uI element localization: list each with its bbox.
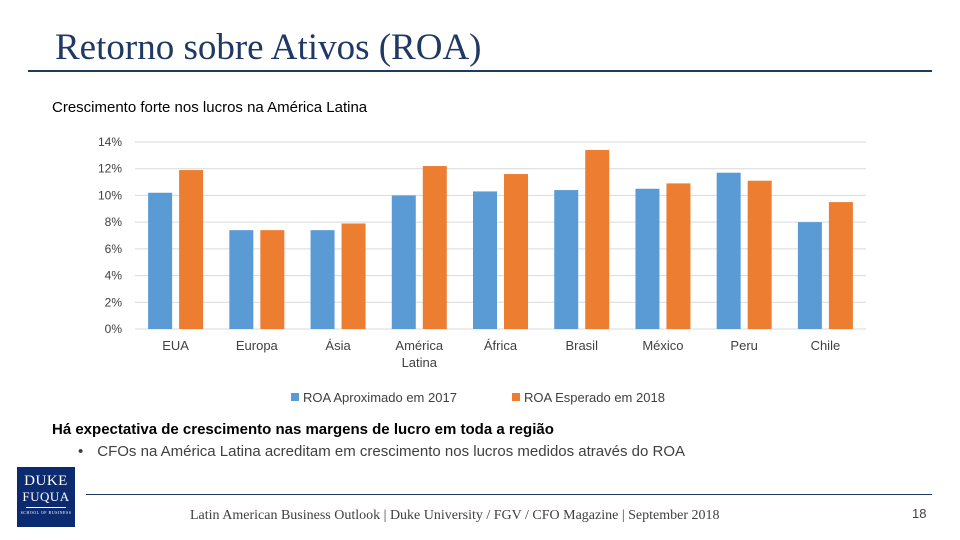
bar <box>666 183 691 329</box>
bullet-text: CFOs na América Latina acreditam em cres… <box>97 443 686 460</box>
bar <box>341 223 366 329</box>
y-tick-label: 4% <box>105 269 123 283</box>
footer-divider <box>86 494 932 495</box>
bar <box>148 192 173 329</box>
bar <box>716 172 741 329</box>
x-tick-label: África <box>484 338 518 353</box>
bar <box>260 230 285 329</box>
x-tick-label: Brasil <box>565 338 598 353</box>
x-tick-label: Ásia <box>325 338 351 353</box>
y-tick-label: 8% <box>105 215 123 229</box>
legend-label: ROA Aproximado em 2017 <box>303 390 457 405</box>
y-tick-label: 2% <box>105 295 123 309</box>
y-tick-label: 10% <box>98 188 122 202</box>
bar <box>635 188 660 329</box>
bar <box>554 190 579 329</box>
x-tick-label: Peru <box>730 338 757 353</box>
bar <box>179 170 204 329</box>
legend-label: ROA Esperado em 2018 <box>524 390 665 405</box>
logo-divider <box>26 507 66 508</box>
bar <box>422 166 447 329</box>
x-tick-label: EUA <box>162 338 189 353</box>
y-tick-label: 0% <box>105 322 123 336</box>
legend-swatch <box>512 393 520 401</box>
x-tick-label: Latina <box>402 355 438 370</box>
y-tick-label: 12% <box>98 162 122 176</box>
bar <box>585 150 610 329</box>
bar <box>473 191 497 329</box>
roa-bar-chart: 0% 2% 4% 6% 8% 10% 12% 14% EUA Europa Ásia América L… <box>98 135 866 405</box>
bar <box>310 230 335 329</box>
bar <box>828 202 853 329</box>
x-tick-label: México <box>642 338 683 353</box>
y-tick-label: 14% <box>98 135 122 149</box>
x-tick-label: Chile <box>811 338 841 353</box>
footer-source: Latin American Business Outlook | Duke U… <box>190 508 720 523</box>
x-tick-label: Europa <box>236 338 279 353</box>
duke-fuqua-logo: DUKE FUQUA SCHOOL OF BUSINESS <box>17 467 75 527</box>
y-tick-label: 6% <box>105 242 123 256</box>
bar <box>391 195 416 329</box>
x-tick-label: América <box>395 338 443 353</box>
bar <box>747 180 772 329</box>
bullet-point: • CFOs na América Latina acreditam em cre… <box>78 443 685 460</box>
title-divider <box>28 70 932 72</box>
bullet-marker: • <box>78 443 84 460</box>
chart-subtitle: Crescimento forte nos lucros na América … <box>52 99 368 116</box>
page-number: 18 <box>912 506 927 521</box>
logo-line-1: DUKE <box>24 473 68 489</box>
bar <box>797 222 822 329</box>
bar <box>229 230 254 329</box>
key-takeaway: Há expectativa de crescimento nas margen… <box>52 421 554 438</box>
logo-line-3: SCHOOL OF BUSINESS <box>20 510 72 515</box>
legend-swatch <box>291 393 299 401</box>
page-title: Retorno sobre Ativos (ROA) <box>55 27 482 68</box>
bar <box>504 174 528 329</box>
logo-line-2: FUQUA <box>22 489 70 504</box>
